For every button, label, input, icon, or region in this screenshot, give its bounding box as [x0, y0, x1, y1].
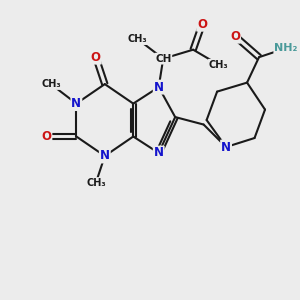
Text: N: N — [154, 81, 164, 94]
Text: O: O — [91, 51, 101, 64]
Text: O: O — [41, 130, 51, 143]
Text: CH₃: CH₃ — [128, 34, 148, 44]
Text: NH₂: NH₂ — [274, 43, 298, 53]
Text: O: O — [197, 18, 207, 31]
Text: O: O — [230, 30, 240, 43]
Text: N: N — [154, 146, 164, 160]
Text: CH₃: CH₃ — [41, 79, 61, 89]
Text: CH: CH — [155, 54, 171, 64]
Text: N: N — [71, 97, 81, 110]
Text: CH₃: CH₃ — [86, 178, 106, 188]
Text: N: N — [221, 140, 231, 154]
Text: N: N — [100, 149, 110, 163]
Text: CH₃: CH₃ — [209, 60, 228, 70]
